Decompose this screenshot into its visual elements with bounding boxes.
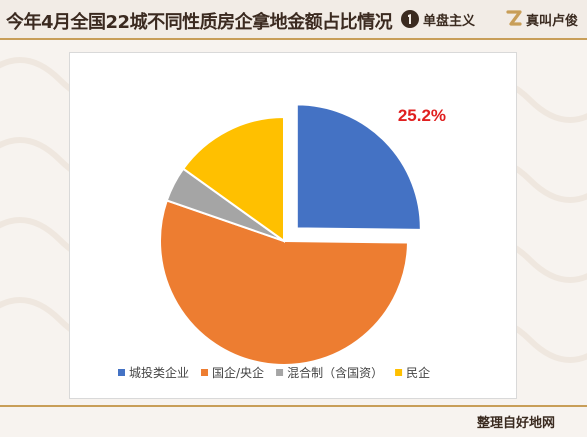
header-divider xyxy=(0,38,587,40)
z-logo-icon xyxy=(506,10,522,26)
chart-area: 25.2% 城投类企业 国企/央企 混合制（含国资） 民企 xyxy=(69,52,517,399)
pie-slices xyxy=(159,103,422,366)
brand-zhenjiaolujun: 真叫卢俊 xyxy=(505,9,578,29)
header-bar: 今年4月全国22城不同性质房企拿地金额占比情况 单盘主义 真叫卢俊 xyxy=(0,0,587,38)
legend-label-4: 民企 xyxy=(406,365,430,380)
brand-danpanzhuyi: 单盘主义 xyxy=(400,9,475,29)
source-note: 整理自好地网 xyxy=(476,416,555,431)
legend-label-3: 混合制（含国资） xyxy=(287,365,383,380)
legend-swatch-4 xyxy=(395,369,403,376)
brand2-label: 真叫卢俊 xyxy=(526,13,579,29)
one-badge-icon xyxy=(401,10,419,28)
legend-swatch-3 xyxy=(276,369,284,376)
pie-slice-1 xyxy=(295,103,422,231)
brand1-label: 单盘主义 xyxy=(423,13,476,29)
legend-swatch-2 xyxy=(201,369,209,376)
page-title: 今年4月全国22城不同性质房企拿地金额占比情况 xyxy=(6,12,393,33)
pie-slice-4 xyxy=(181,115,285,243)
pie-chart: 25.2% 城投类企业 国企/央企 混合制（含国资） 民企 xyxy=(118,103,446,380)
legend-swatch-1 xyxy=(118,369,125,376)
chart-legend: 城投类企业 国企/央企 混合制（含国资） 民企 xyxy=(118,365,430,380)
data-labels: 25.2% xyxy=(398,106,446,125)
legend-label-2: 国企/央企 xyxy=(212,365,264,380)
pie-slice-2 xyxy=(159,199,410,366)
footer-divider xyxy=(0,405,587,407)
data-label-1: 25.2% xyxy=(398,106,446,125)
legend-label-1: 城投类企业 xyxy=(129,365,189,380)
